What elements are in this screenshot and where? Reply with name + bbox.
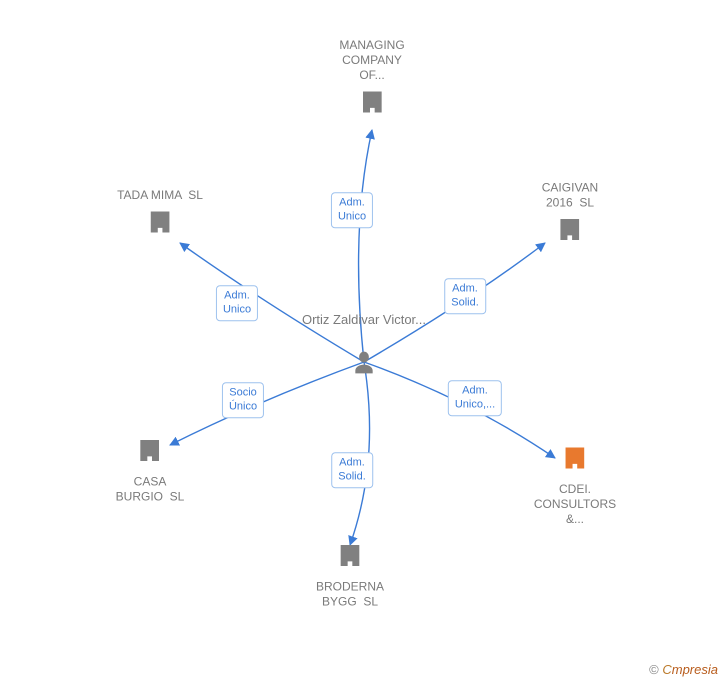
watermark: © Cmpresia [649,662,718,677]
edge-tag-casa: Socio Único [222,382,264,418]
edge-tag-tada: Adm. Unico [216,285,258,321]
company-node-casa: CASA BURGIO SL [116,436,185,505]
center-label: Ortiz Zaldivar Victor... [302,312,426,328]
company-label: CDEI. CONSULTORS &... [534,482,616,527]
company-node-caigivan: CAIGIVAN 2016 SL [542,181,598,250]
brand-rest: mpresia [672,662,718,677]
company-label: TADA MIMA SL [117,188,203,203]
building-icon [336,541,364,571]
edge-tag-broderna: Adm. Solid. [331,452,373,488]
edge-tada [180,243,364,362]
company-label: CASA BURGIO SL [116,475,185,505]
edge-tag-caigivan: Adm. Solid. [444,278,486,314]
copyright-symbol: © [649,662,659,677]
building-icon [136,436,164,466]
company-node-broderna: BRODERNA BYGG SL [316,541,384,610]
edge-tag-cdei: Adm. Unico,... [448,380,502,416]
company-label: CAIGIVAN 2016 SL [542,181,598,211]
company-label: BRODERNA BYGG SL [316,580,384,610]
company-node-managing: MANAGING COMPANY OF... [339,38,404,122]
company-label: MANAGING COMPANY OF... [339,38,404,83]
company-node-tada: TADA MIMA SL [117,188,203,242]
person-icon [351,348,377,378]
center-node: Ortiz Zaldivar Victor... [302,312,426,328]
building-icon [561,443,589,473]
company-node-cdei: CDEI. CONSULTORS &... [534,443,616,527]
edge-casa [170,362,364,445]
center-icon-wrap [351,348,377,383]
brand-initial: C [662,662,671,677]
edge-tag-managing: Adm. Unico [331,192,373,228]
building-icon [358,87,386,117]
building-icon [556,215,584,245]
diagram-stage: { "canvas": { "width": 728, "height": 68… [0,0,728,685]
building-icon [146,207,174,237]
